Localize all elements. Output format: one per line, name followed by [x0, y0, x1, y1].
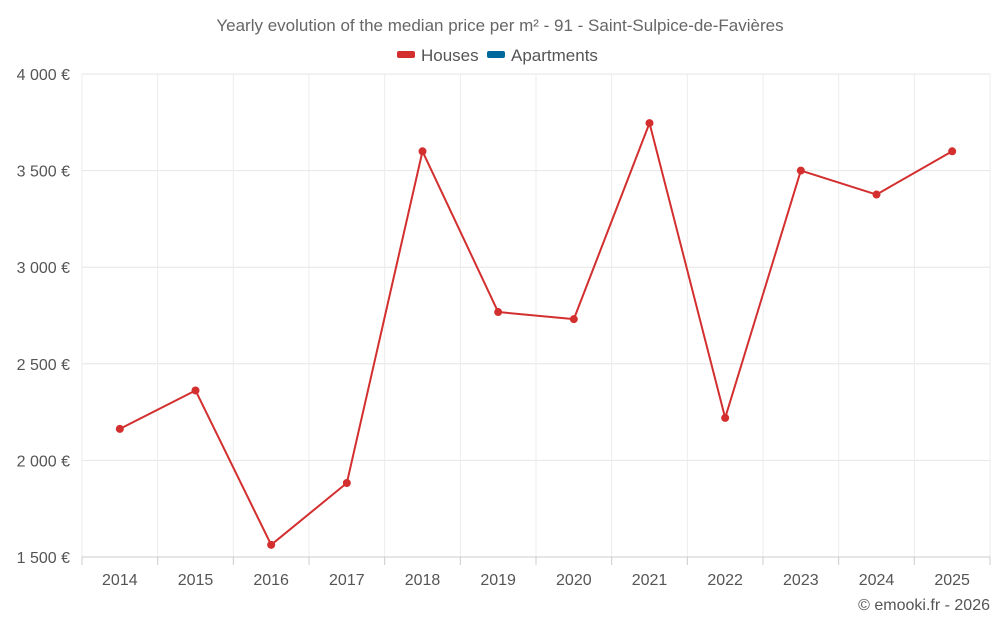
data-point-houses[interactable] [948, 147, 957, 156]
x-tick-label: 2021 [632, 572, 668, 589]
x-tick-label: 2015 [178, 572, 214, 589]
chart-credit: © emooki.fr - 2026 [858, 597, 990, 614]
x-tick-label: 2018 [405, 572, 441, 589]
x-tick-label: 2017 [329, 572, 365, 589]
legend-item-houses[interactable]: Houses [397, 46, 479, 65]
x-axis-tick-labels: 2014 2015 2016 2017 2018 2019 2020 2021 2022 2023… [81, 556, 991, 589]
legend-label: Houses [421, 46, 479, 65]
data-point-houses[interactable] [267, 540, 276, 549]
data-point-houses[interactable] [494, 308, 503, 317]
x-tick-label: 2020 [556, 572, 592, 589]
y-axis-tick-labels: 1 500 € 2 000 € 2 500 € 3 000 € 3 500 € 4 000… [17, 67, 70, 567]
data-point-houses[interactable] [115, 424, 124, 433]
legend-swatch [397, 51, 415, 58]
y-tick-label: 3 000 € [17, 260, 70, 277]
y-tick-label: 1 500 € [17, 550, 70, 567]
data-point-houses[interactable] [569, 315, 578, 324]
chart-title: Yearly evolution of the median price per… [216, 16, 783, 35]
legend-item-apartments[interactable]: Apartments [487, 46, 598, 65]
x-tick-label: 2025 [934, 572, 970, 589]
legend-swatch [487, 51, 505, 58]
legend-label: Apartments [511, 46, 598, 65]
x-tick-label: 2023 [783, 572, 819, 589]
x-tick-label: 2022 [707, 572, 743, 589]
legend: Houses Apartments [397, 46, 598, 65]
data-point-houses[interactable] [418, 147, 427, 156]
data-point-houses[interactable] [191, 386, 200, 395]
series-line-houses [119, 122, 953, 546]
data-point-houses[interactable] [721, 413, 730, 422]
x-tick-label: 2024 [859, 572, 895, 589]
data-point-houses[interactable] [342, 479, 351, 488]
series-layer [115, 119, 957, 549]
y-tick-label: 2 500 € [17, 357, 70, 374]
data-point-houses[interactable] [796, 166, 805, 175]
x-tick-label: 2014 [102, 572, 138, 589]
y-tick-label: 2 000 € [17, 453, 70, 470]
x-tick-label: 2016 [253, 572, 289, 589]
data-point-houses[interactable] [645, 119, 654, 128]
data-point-houses[interactable] [872, 190, 881, 199]
y-tick-label: 3 500 € [17, 164, 70, 181]
x-tick-label: 2019 [480, 572, 516, 589]
y-tick-label: 4 000 € [17, 67, 70, 84]
